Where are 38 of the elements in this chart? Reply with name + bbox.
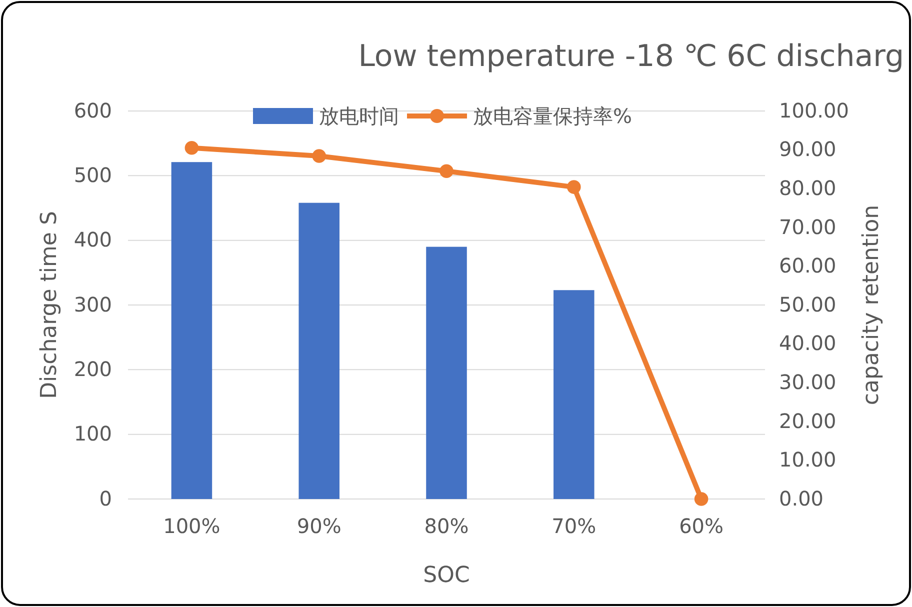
bar bbox=[554, 290, 594, 499]
y-tick-label: 500 bbox=[74, 163, 112, 188]
point bbox=[694, 492, 708, 506]
bar bbox=[426, 246, 467, 499]
y2-tick-label: 80.00 bbox=[779, 176, 836, 200]
y-tick-label: 400 bbox=[74, 228, 112, 252]
point bbox=[566, 180, 581, 194]
x-tick-label: 100% bbox=[163, 514, 220, 538]
x-axis-title: SOC bbox=[423, 563, 470, 588]
chart-title: Low temperature -18 ℃ 6C discharg bbox=[358, 39, 904, 74]
point bbox=[440, 164, 454, 178]
y2-tick-label: 0.00 bbox=[779, 486, 824, 510]
y2-tick-label: 10.00 bbox=[779, 448, 836, 472]
x-tick-label: 60% bbox=[679, 514, 724, 538]
y-tick-label: 300 bbox=[74, 292, 112, 316]
y-axis-title: Discharge time S bbox=[37, 211, 62, 399]
y-tick-label: 0 bbox=[99, 486, 112, 510]
x-tick-label: 80% bbox=[424, 514, 469, 538]
legend-label: 放电容量保持率% bbox=[472, 104, 632, 128]
point bbox=[312, 149, 326, 163]
legend-label: 放电时间 bbox=[318, 104, 399, 128]
y2-tick-label: 60.00 bbox=[779, 254, 836, 278]
x-tick-label: 90% bbox=[296, 514, 342, 538]
y2-tick-label: 50.00 bbox=[779, 292, 836, 316]
y-tick-label: 100 bbox=[74, 422, 112, 446]
y2-tick-label: 20.00 bbox=[779, 408, 836, 433]
y2-tick-label: 100.00 bbox=[779, 98, 849, 122]
y2-tick-label: 90.00 bbox=[779, 137, 836, 162]
x-tick-label: 70% bbox=[552, 514, 596, 538]
y2-tick-label: 70.00 bbox=[779, 214, 836, 239]
point bbox=[184, 140, 199, 155]
y-tick-label: 200 bbox=[74, 357, 112, 382]
y2-tick-label: 30.00 bbox=[779, 370, 836, 394]
y-tick-label: 600 bbox=[74, 98, 112, 122]
bar bbox=[298, 202, 340, 499]
bar bbox=[171, 162, 212, 499]
y2-tick-label: 40.00 bbox=[779, 331, 836, 356]
y2-axis-title: capacity retention bbox=[859, 204, 884, 406]
